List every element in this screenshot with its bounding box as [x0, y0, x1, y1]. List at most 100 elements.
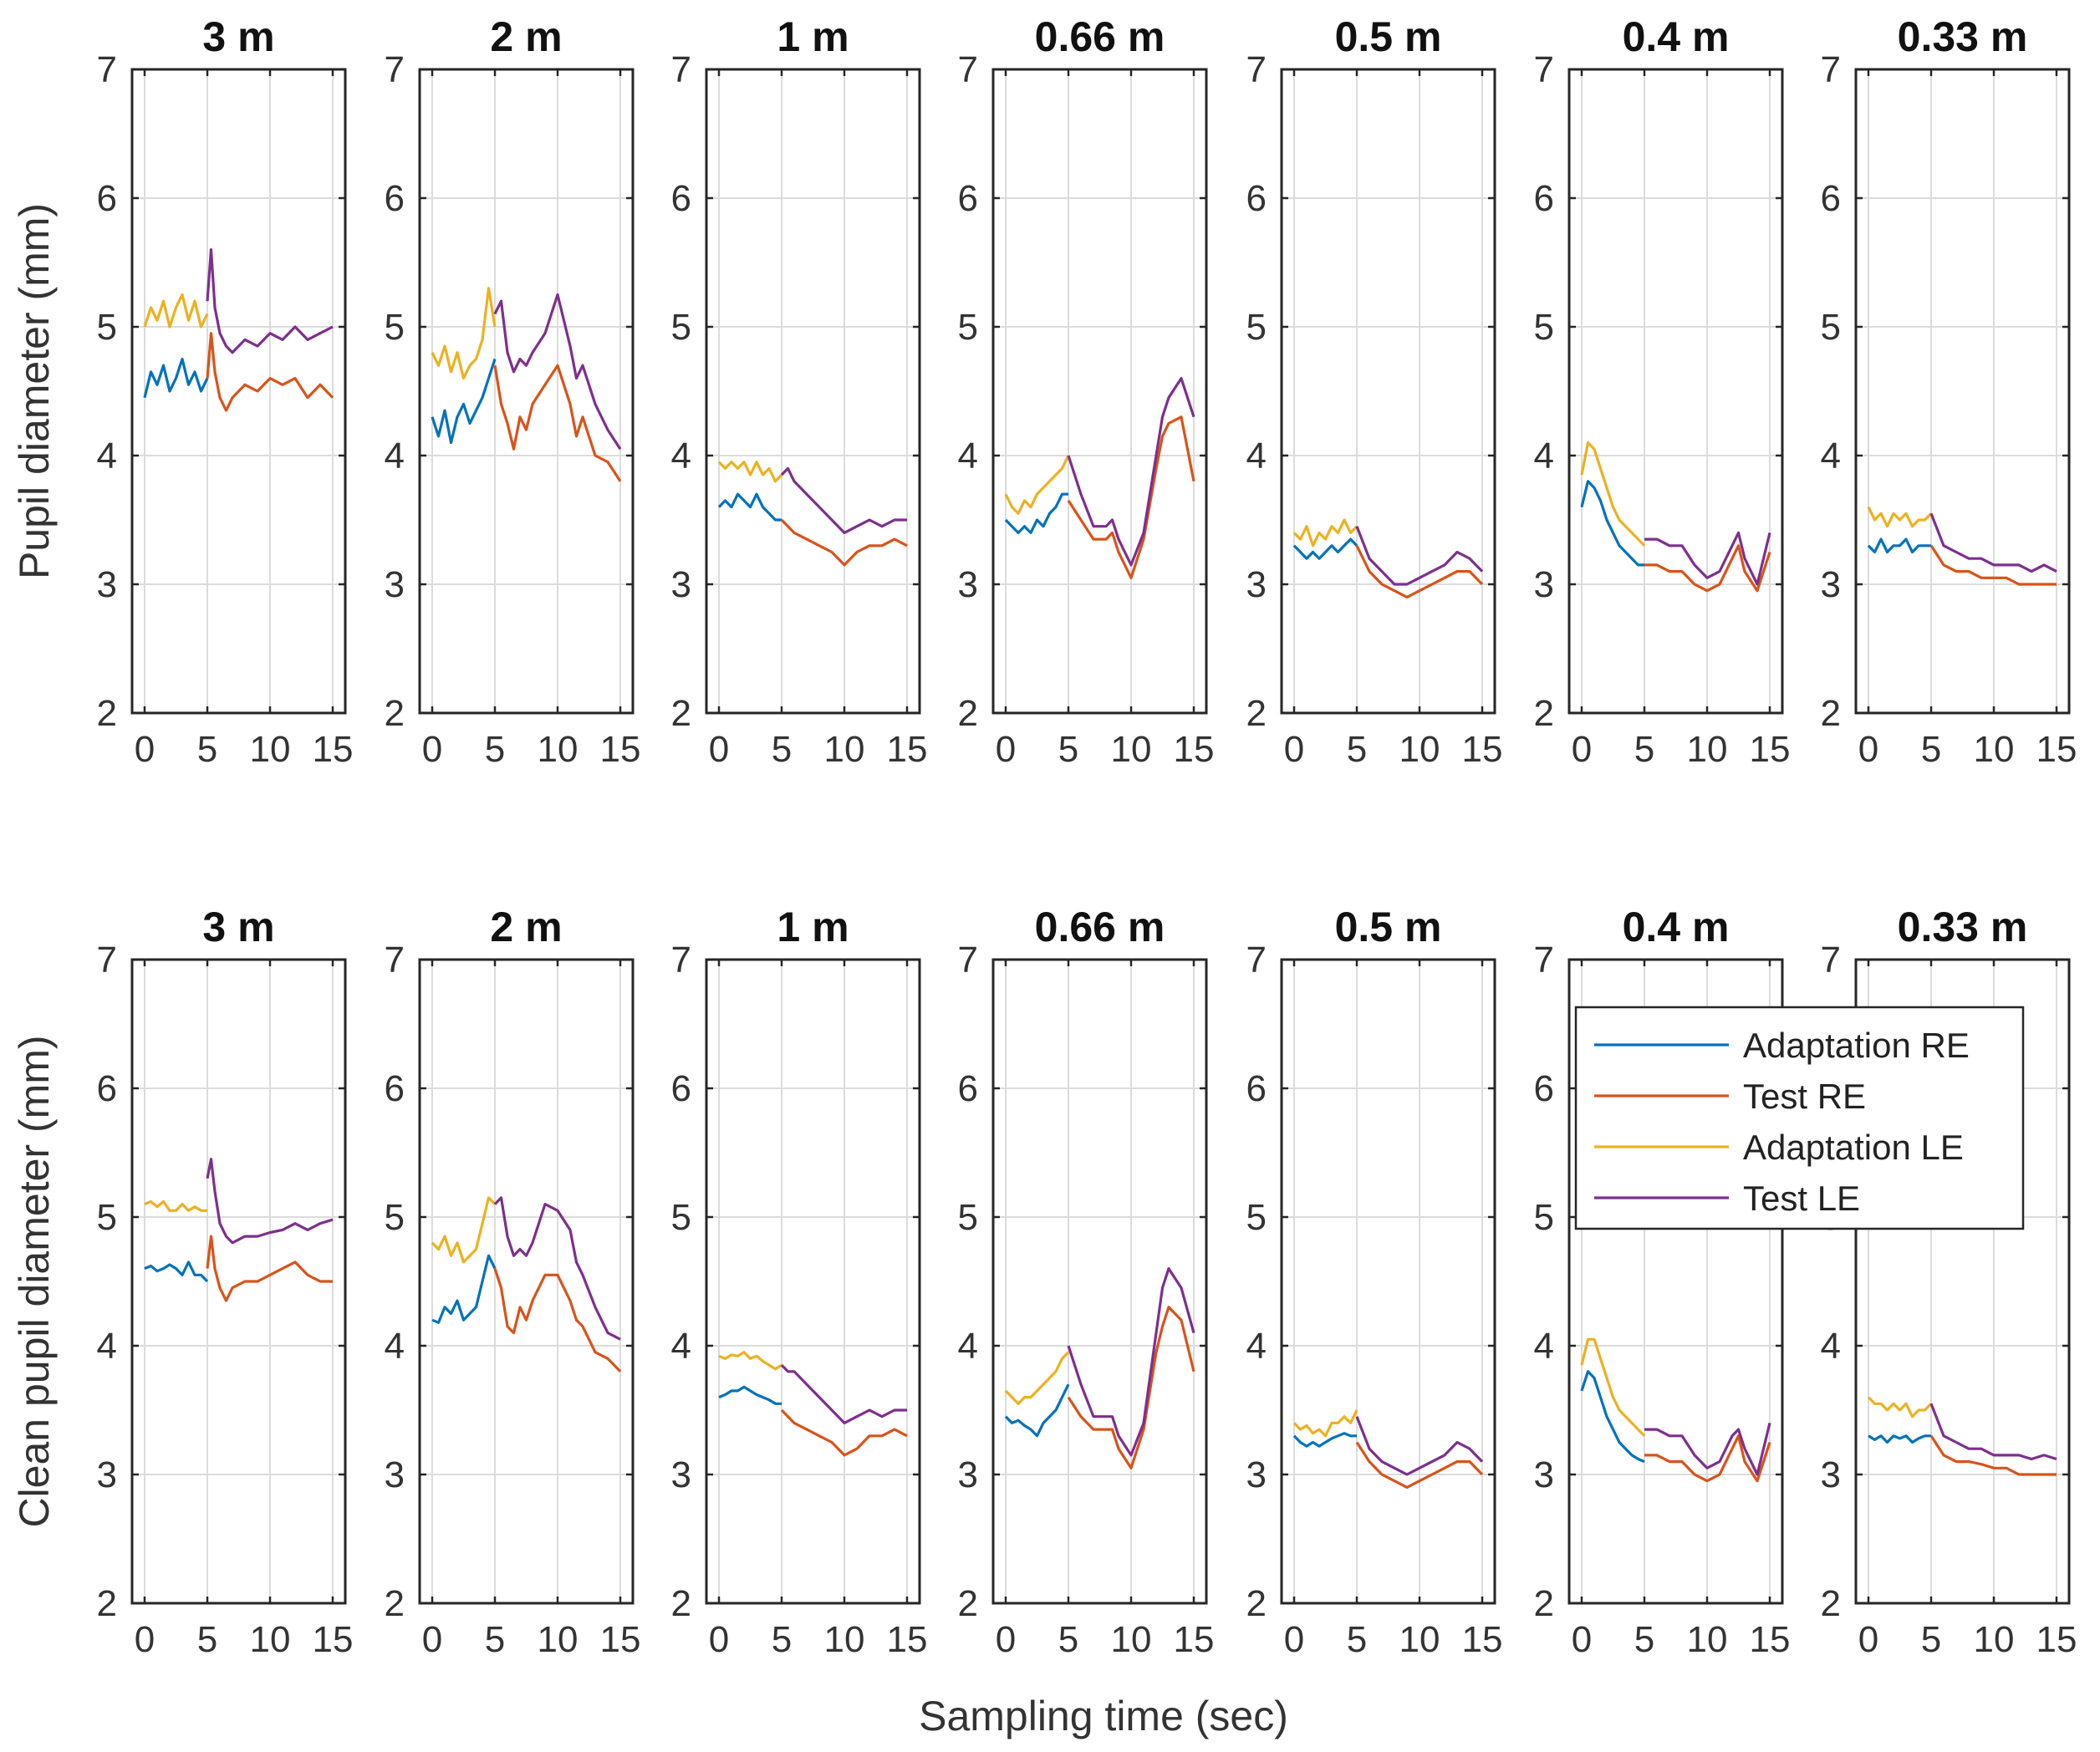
y-tick-label: 4 — [1534, 1326, 1554, 1367]
panel-title: 0.33 m — [1898, 904, 2028, 950]
axes-box — [705, 68, 921, 715]
panel-1-5: 0 5 10 15 2 3 4 5 6 7 0.5 m — [1246, 13, 1503, 770]
x-tick-label: 0 — [1284, 729, 1304, 770]
panel-2-2: 0 5 10 15 2 3 4 5 6 7 2 m — [385, 904, 641, 1660]
y-tick-label: 3 — [1246, 1454, 1267, 1495]
x-axis-label: Sampling time (sec) — [919, 1693, 1288, 1739]
y-tick-label: 5 — [97, 307, 117, 348]
series-line-test-re — [780, 1408, 908, 1457]
y-tick-label: 6 — [97, 1068, 117, 1109]
y-tick-label: 2 — [671, 693, 691, 734]
x-tick-label: 10 — [824, 729, 865, 770]
axes-box — [705, 958, 921, 1605]
x-tick-label: 5 — [1921, 1619, 1941, 1660]
y-tick-label: 4 — [958, 1326, 978, 1367]
x-tick-label: 5 — [1921, 729, 1941, 770]
axes-box — [1567, 958, 1784, 1605]
y-tick-label: 7 — [671, 49, 691, 90]
x-tick-label: 10 — [250, 729, 291, 770]
y-axis-label: Pupil diameter (mm) — [11, 203, 58, 579]
series-line-test-re — [493, 364, 622, 482]
series-line-adaptation-le — [1580, 1337, 1646, 1437]
series-group — [1580, 441, 1771, 593]
x-tick-label: 15 — [887, 729, 928, 770]
row-2: Clean pupil diameter (mm) 0 5 10 15 2 3 4 5 6 7 3 m… — [11, 904, 2077, 1660]
panels-group: Pupil diameter (mm) 0 5 10 15 2 3 4 5 6 7 3 m 0 5 10 15… — [11, 13, 2077, 1660]
series-line-test-le — [1067, 1267, 1195, 1457]
series-line-test-le — [1644, 531, 1771, 586]
series-line-adaptation-le — [144, 1199, 207, 1212]
y-tick-label: 5 — [385, 307, 405, 348]
x-tick-label: 0 — [709, 1619, 729, 1660]
y-tick-label: 2 — [1534, 693, 1554, 734]
y-tick-label: 7 — [1534, 940, 1554, 980]
axes-box — [1567, 68, 1784, 715]
series-line-test-re — [1644, 544, 1771, 593]
panel-1-2: 0 5 10 15 2 3 4 5 6 7 2 m — [385, 13, 641, 770]
x-tick-label: 15 — [1750, 1619, 1791, 1660]
y-tick-label: 7 — [958, 49, 978, 90]
series-line-test-le — [493, 293, 622, 451]
panel-title: 0.5 m — [1335, 904, 1442, 950]
series-line-adaptation-re — [431, 1254, 497, 1324]
x-tick-label: 10 — [1399, 729, 1440, 770]
series-line-test-le — [780, 1363, 907, 1424]
x-tick-label: 15 — [313, 1619, 354, 1660]
y-tick-label: 7 — [671, 940, 691, 980]
y-tick-label: 5 — [958, 307, 978, 348]
x-tick-label: 15 — [313, 729, 354, 770]
y-tick-label: 7 — [958, 940, 978, 980]
y-tick-label: 5 — [671, 307, 691, 348]
panel-1-6: 0 5 10 15 2 3 4 5 6 7 0.4 m — [1534, 13, 1791, 770]
y-tick-label: 2 — [1534, 1583, 1554, 1624]
series-line-adaptation-re — [717, 492, 782, 522]
panel-title: 0.33 m — [1898, 13, 2028, 60]
y-tick-label: 6 — [958, 178, 978, 219]
y-tick-label: 5 — [1821, 307, 1841, 348]
y-tick-label: 7 — [1534, 49, 1554, 90]
series-line-test-re — [1067, 415, 1195, 579]
y-tick-label: 3 — [97, 1454, 117, 1495]
series-line-test-le — [1929, 512, 2057, 573]
series-group — [143, 248, 334, 412]
y-tick-label: 4 — [1821, 435, 1841, 476]
x-tick-label: 15 — [600, 1619, 641, 1660]
x-tick-label: 0 — [1858, 1619, 1878, 1660]
x-tick-label: 5 — [197, 1619, 217, 1660]
panel-title: 1 m — [777, 13, 849, 60]
series-group — [717, 461, 908, 567]
panel-title: 0.4 m — [1623, 904, 1730, 950]
x-tick-label: 15 — [887, 1619, 928, 1660]
y-tick-label: 3 — [385, 1454, 405, 1495]
y-tick-label: 5 — [97, 1197, 117, 1238]
y-tick-label: 2 — [1246, 1583, 1267, 1624]
series-line-test-le — [206, 1158, 334, 1245]
y-tick-label: 3 — [385, 564, 405, 605]
y-tick-label: 6 — [1246, 178, 1267, 219]
panel-title: 0.66 m — [1035, 904, 1165, 950]
y-tick-label: 7 — [385, 49, 405, 90]
x-tick-label: 0 — [996, 1619, 1016, 1660]
x-tick-label: 10 — [1687, 729, 1728, 770]
y-tick-label: 2 — [1246, 693, 1267, 734]
series-line-adaptation-re — [1868, 1434, 1931, 1444]
x-tick-label: 0 — [1572, 1619, 1592, 1660]
axes-box — [1854, 68, 2071, 715]
legend-label: Adaptation LE — [1743, 1128, 1964, 1167]
y-tick-label: 3 — [1821, 1454, 1841, 1495]
series-line-adaptation-le — [1292, 1409, 1358, 1438]
y-tick-label: 2 — [1821, 693, 1841, 734]
series-group — [144, 1158, 334, 1302]
y-tick-label: 3 — [958, 564, 978, 605]
x-tick-label: 10 — [1974, 1619, 2015, 1660]
x-tick-label: 5 — [772, 1619, 792, 1660]
x-tick-label: 15 — [1750, 729, 1791, 770]
series-line-test-re — [780, 518, 908, 567]
series-line-adaptation-le — [1580, 441, 1646, 547]
y-tick-label: 7 — [1246, 940, 1267, 980]
x-tick-label: 5 — [1634, 729, 1654, 770]
series-line-test-le — [1067, 377, 1195, 567]
axes-box — [1280, 958, 1496, 1605]
series-line-adaptation-le — [143, 293, 209, 328]
panel-2-5: 0 5 10 15 2 3 4 5 6 7 0.5 m — [1246, 904, 1503, 1660]
